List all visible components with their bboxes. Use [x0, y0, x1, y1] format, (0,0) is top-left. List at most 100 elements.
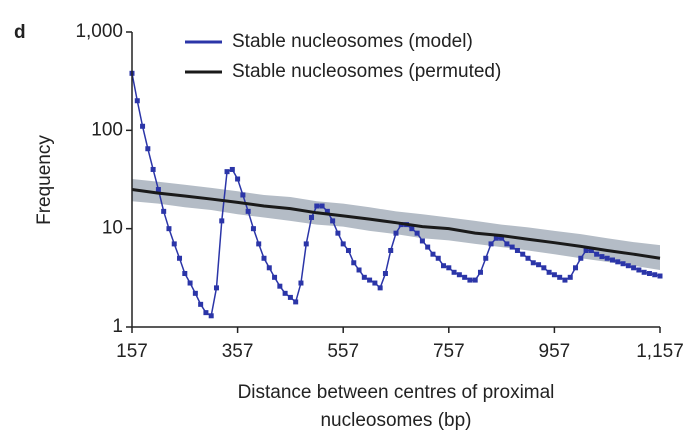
data-point [530, 260, 536, 266]
data-point [345, 247, 351, 253]
x-axis-label: nucleosomes (bp) [320, 410, 471, 431]
data-point [599, 254, 605, 260]
data-point [361, 274, 367, 280]
x-tick-label: 757 [433, 341, 465, 362]
data-point [504, 241, 510, 247]
x-tick-label: 1,157 [636, 341, 684, 362]
data-point [509, 244, 515, 250]
data-point [620, 261, 626, 267]
legend-label: Stable nucleosomes (permuted) [232, 61, 501, 82]
data-point [356, 267, 362, 273]
y-tick-label: 1 [112, 316, 123, 337]
data-point [282, 290, 288, 296]
data-point [367, 277, 373, 283]
data-point [266, 265, 272, 271]
x-tick-label: 957 [539, 341, 571, 362]
data-point [187, 280, 193, 286]
data-point [636, 267, 642, 273]
data-point [467, 277, 473, 283]
data-point [256, 241, 262, 247]
data-point [446, 265, 452, 271]
data-point [330, 218, 336, 224]
x-tick-label: 357 [222, 341, 254, 362]
data-point [229, 166, 235, 172]
data-point [145, 146, 151, 152]
data-point [435, 255, 441, 261]
data-point [377, 285, 383, 291]
data-point [235, 176, 241, 182]
data-point [272, 274, 278, 280]
data-point [641, 269, 647, 275]
data-point [462, 274, 468, 280]
data-point [161, 208, 167, 214]
y-tick-label: 1,000 [75, 21, 123, 42]
data-point [219, 218, 225, 224]
data-point [134, 98, 140, 104]
data-point [520, 251, 526, 257]
data-point [488, 241, 494, 247]
data-point [314, 203, 320, 209]
x-tick-label: 557 [327, 341, 359, 362]
data-point [615, 259, 621, 265]
data-point [536, 262, 542, 268]
data-point [382, 270, 388, 276]
data-point [514, 247, 520, 253]
data-point [351, 260, 357, 266]
data-point [604, 255, 610, 261]
data-point [583, 247, 589, 253]
panel-label: d [14, 22, 26, 43]
y-tick-label: 10 [102, 218, 123, 239]
x-tick-label: 157 [116, 341, 148, 362]
data-point [203, 310, 209, 316]
data-point [557, 274, 563, 280]
data-point [213, 285, 219, 291]
data-point [166, 226, 172, 232]
data-point [171, 241, 177, 247]
data-point [546, 269, 552, 275]
y-axis-label: Frequency [34, 135, 55, 225]
data-point [419, 238, 425, 244]
data-point [541, 265, 547, 271]
data-point [250, 226, 256, 232]
data-point [499, 235, 505, 241]
data-point [441, 263, 447, 269]
data-point [588, 247, 594, 253]
data-point [298, 280, 304, 286]
data-point [430, 251, 436, 257]
data-point [340, 241, 346, 247]
data-point [393, 230, 399, 236]
data-point [335, 230, 341, 236]
data-point [155, 187, 161, 193]
data-point [287, 294, 293, 300]
data-point [277, 283, 283, 289]
data-point [240, 192, 246, 198]
data-point [472, 277, 478, 283]
data-point [409, 226, 415, 232]
data-point [372, 280, 378, 286]
data-point [578, 255, 584, 261]
data-point [293, 299, 299, 305]
data-point [388, 247, 394, 253]
legend-label: Stable nucleosomes (model) [232, 31, 473, 52]
data-point [573, 265, 579, 271]
data-point [177, 255, 183, 261]
data-point [451, 269, 457, 275]
error-band [132, 178, 660, 270]
data-point [150, 166, 156, 172]
data-point [625, 263, 631, 269]
data-point [646, 270, 652, 276]
data-point [493, 235, 499, 241]
data-point [245, 208, 251, 214]
data-point [456, 272, 462, 278]
data-point [303, 241, 309, 247]
data-point [140, 123, 146, 129]
data-point [652, 272, 658, 278]
data-point [319, 203, 325, 209]
data-point [198, 301, 204, 307]
x-axis-label: Distance between centres of proximal [238, 382, 555, 403]
data-point [477, 269, 483, 275]
data-point [609, 257, 615, 263]
data-point [414, 230, 420, 236]
data-point [324, 208, 330, 214]
